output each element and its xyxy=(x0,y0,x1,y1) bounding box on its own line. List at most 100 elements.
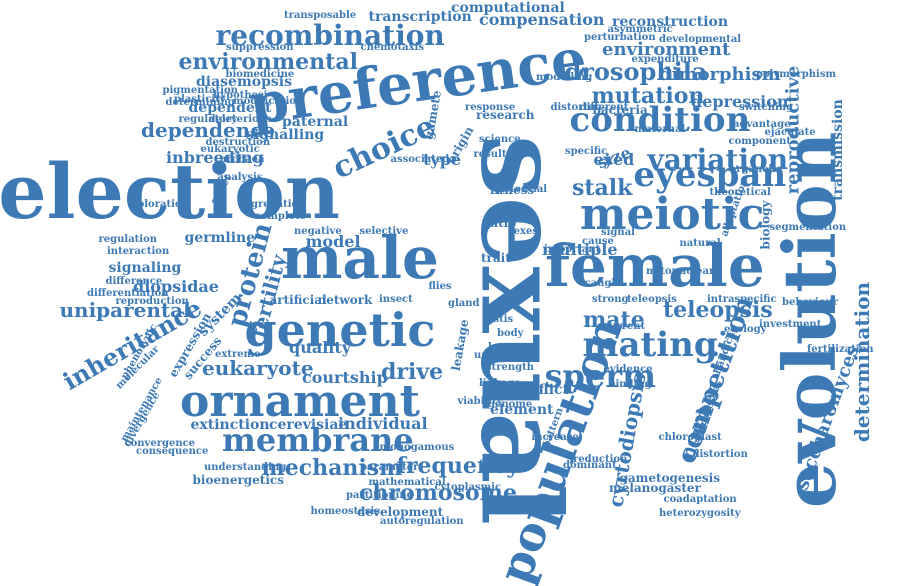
cloud-word-research: research xyxy=(476,108,535,122)
cloud-word-hypothesi: hypothesi xyxy=(213,90,268,101)
cloud-word-sperm: sperm xyxy=(544,357,656,395)
cloud-word-signalling: signalling xyxy=(246,127,325,143)
cloud-word-consequence: consequence xyxy=(136,446,209,457)
cloud-word-organelle: organelle xyxy=(729,164,783,175)
cloud-word-negative: negative xyxy=(294,226,342,237)
cloud-word-asymmetric: asymmetric xyxy=(607,24,673,35)
cloud-word-recombination: recombination xyxy=(215,19,445,52)
cloud-word-polymorphism: polymorphism xyxy=(756,69,837,80)
cloud-word-regulation: regulation xyxy=(98,234,158,245)
cloud-word-meiotic: meiotic xyxy=(580,189,765,240)
cloud-word-universal: universal xyxy=(474,350,526,361)
cloud-word-investment: investment xyxy=(759,319,822,330)
cloud-word-signaling: signaling xyxy=(108,260,182,276)
cloud-word-chromosome: chromosome xyxy=(359,480,517,506)
cloud-word-gland: gland xyxy=(448,298,480,309)
cloud-word-larger: larger xyxy=(488,342,523,353)
cloud-word-distorter: distorter xyxy=(550,102,600,113)
cloud-word-caught: caught xyxy=(584,278,624,289)
cloud-word-eyespan: eyespan xyxy=(633,155,787,195)
cloud-word-different: different xyxy=(579,102,629,113)
cloud-word-difference: difference xyxy=(105,276,163,287)
cloud-word-archaea: archaea xyxy=(220,154,265,165)
cloud-word-ecology: ecology xyxy=(724,324,767,335)
cloud-word-behaviour: behaviour xyxy=(782,297,838,308)
cloud-word-network: network xyxy=(317,293,373,307)
cloud-word-eukaryote: eukaryote xyxy=(202,356,314,380)
cloud-word-modelling: modelling xyxy=(536,72,593,83)
cloud-word-bioenergetics: bioenergetics xyxy=(192,473,284,487)
cloud-word-testis: testis xyxy=(482,314,514,325)
cloud-word-differentiation: differentiation xyxy=(87,288,169,299)
cloud-word-frequency: frequency xyxy=(396,453,520,479)
cloud-word-plasticity: plasticity xyxy=(174,94,226,105)
cloud-word-switching: switching xyxy=(739,102,794,113)
cloud-word-fitness: fitness xyxy=(490,183,535,197)
cloud-word-reconstruction: reconstruction xyxy=(612,14,729,30)
cloud-word-male: male xyxy=(281,224,439,292)
cloud-word-inbreeding: inbreeding xyxy=(166,148,264,167)
cloud-word-teleopsis: teleopsis xyxy=(627,294,677,305)
cloud-word-model: model xyxy=(305,232,361,251)
cloud-word-membrane: membrane xyxy=(222,421,414,459)
cloud-word-depression: depression xyxy=(691,92,789,111)
cloud-word-sexes: sexes xyxy=(508,226,538,237)
cloud-word-distortion: distortion xyxy=(692,449,748,460)
cloud-word-diopsidae: diopsidae xyxy=(133,277,219,296)
cloud-word-multiple: multiple xyxy=(542,240,618,259)
cloud-word-science: science xyxy=(479,134,521,145)
cloud-word-autoregulation: autoregulation xyxy=(380,516,464,527)
cloud-word-chemotaxis: chemotaxis xyxy=(360,42,424,53)
cloud-word-cause: cause xyxy=(582,236,614,247)
cloud-word-type: type xyxy=(423,150,462,169)
cloud-word-advantage: advantage xyxy=(733,119,791,130)
cloud-word-diasemopsis: diasemopsis xyxy=(196,74,292,90)
cloud-word-theoretical: theoretical xyxy=(709,187,771,198)
cloud-word-maternal: maternal xyxy=(634,124,686,135)
cloud-word-variation: variation xyxy=(647,143,789,176)
cloud-word-drive: drive xyxy=(381,359,444,385)
cloud-word-result: result xyxy=(473,149,507,160)
cloud-word-convergence: convergence xyxy=(124,438,196,449)
cloud-word-biomedicine: biomedicine xyxy=(225,69,295,80)
cloud-word-uniparental: uniparental xyxy=(59,298,191,322)
cloud-word-extinction: extinction xyxy=(190,417,270,433)
cloud-word-condition: condition xyxy=(569,100,751,140)
cloud-word-perturbation: perturbation xyxy=(584,32,656,43)
cloud-word-potential: potential xyxy=(496,184,548,195)
cloud-word-monogamous: monogamous xyxy=(379,442,455,453)
cloud-word-reduction: reduction xyxy=(573,454,628,465)
cloud-word-development: development xyxy=(357,505,444,519)
cloud-word-mating: mating xyxy=(582,325,718,365)
cloud-word-segmentation: segmentation xyxy=(769,222,847,233)
cloud-word-regulatory: regulatory xyxy=(178,114,238,125)
cloud-word-eukaryotic: eukaryotic xyxy=(200,144,260,155)
cloud-word-flies: flies xyxy=(428,281,452,292)
cloud-word-computational: computational xyxy=(451,0,565,16)
cloud-word-segregation: segregation xyxy=(239,199,306,210)
cloud-word-analysis: analysis xyxy=(217,172,263,183)
cloud-word-response: response xyxy=(465,102,516,113)
cloud-word-fertilization: fertilization xyxy=(807,344,874,355)
cloud-word-strong: strong xyxy=(592,294,629,305)
cloud-word-courtship: courtship xyxy=(302,368,388,387)
cloud-word-understanding: understanding xyxy=(204,462,287,473)
cloud-word-mutation: mutation xyxy=(591,83,705,109)
cloud-word-coadaptation: coadaptation xyxy=(663,494,737,505)
cloud-word-transposable: transposable xyxy=(284,10,357,21)
cloud-word-teleopsis: teleopsis xyxy=(663,297,773,323)
cloud-word-specific: specific xyxy=(565,146,608,157)
cloud-word-correlated: correlated xyxy=(479,457,537,468)
cloud-word-signal: signal xyxy=(601,227,635,238)
cloud-word-germline: germline xyxy=(184,230,256,246)
cloud-word-determining: determining xyxy=(165,97,235,108)
cloud-word-mechanism: mechanism xyxy=(261,455,403,481)
cloud-word-selective: selective xyxy=(359,226,409,237)
cloud-word-genetic: genetic xyxy=(244,303,436,357)
cloud-word-transmission: transmission xyxy=(829,99,846,201)
cloud-word-destruction: destruction xyxy=(205,137,271,148)
cloud-word-increase: increase xyxy=(531,432,579,443)
cloud-word-environmental: environmental xyxy=(178,49,358,75)
cloud-word-selection: selection xyxy=(0,147,341,236)
cloud-word-partitioning: partitioning xyxy=(346,490,414,501)
